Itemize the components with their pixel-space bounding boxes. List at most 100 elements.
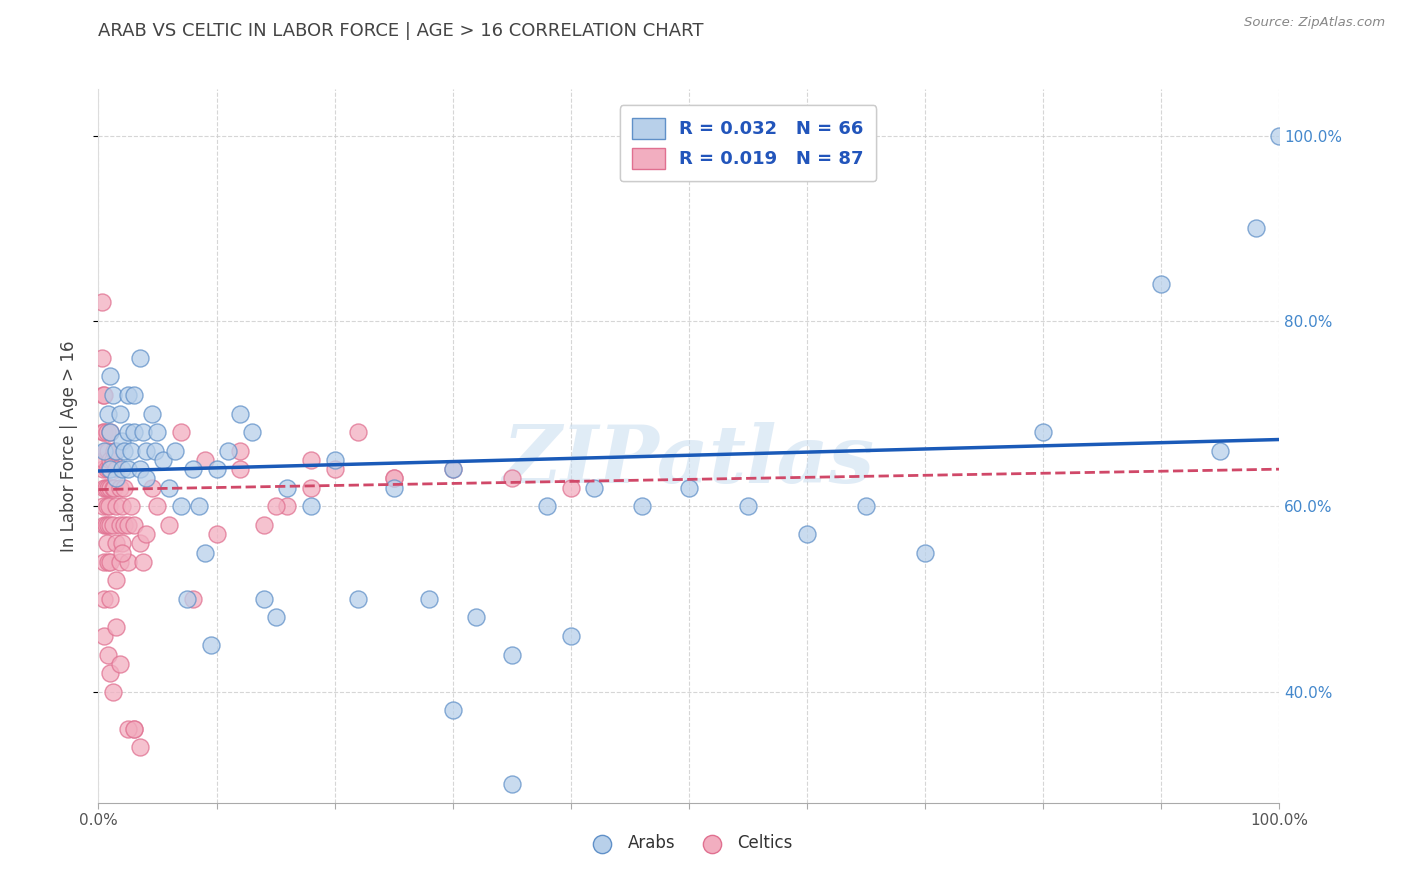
Point (105, 500, 128, 514)
Point (97, 407, 120, 421)
Point (98, 425, 121, 439)
Point (108, 657, 131, 671)
Point (117, 462, 139, 476)
Point (117, 517, 139, 532)
Point (105, 574, 128, 588)
Point (441, 462, 464, 476)
Point (103, 481, 125, 495)
Point (229, 462, 252, 476)
Point (141, 481, 163, 495)
Point (98, 462, 121, 476)
Point (97, 648, 120, 662)
Point (276, 500, 298, 514)
Point (253, 517, 276, 532)
Point (1150, 277, 1173, 291)
Point (111, 545, 134, 559)
Point (501, 777, 523, 791)
Point (194, 545, 217, 559)
Point (157, 481, 180, 495)
Point (112, 517, 135, 532)
Point (560, 629, 582, 643)
Point (264, 500, 287, 514)
Point (93, 555, 115, 569)
Point (96, 536, 118, 550)
Point (101, 481, 124, 495)
Text: Source: ZipAtlas.com: Source: ZipAtlas.com (1244, 16, 1385, 29)
Point (112, 481, 135, 495)
Point (94, 481, 117, 495)
Point (347, 591, 370, 606)
Point (96, 500, 118, 514)
Point (1032, 425, 1054, 439)
Point (101, 517, 124, 532)
Point (737, 500, 759, 514)
Point (276, 481, 298, 495)
Point (143, 443, 166, 458)
Point (93, 388, 115, 402)
Point (122, 388, 145, 402)
Point (93, 481, 115, 495)
Point (112, 443, 135, 458)
Point (200, 638, 222, 652)
Point (181, 462, 204, 476)
Point (121, 500, 143, 514)
Point (122, 722, 145, 736)
Point (111, 536, 134, 550)
Point (205, 527, 228, 541)
Point (194, 453, 217, 467)
Point (97, 443, 120, 458)
Point (105, 462, 128, 476)
Point (382, 481, 405, 495)
Point (122, 722, 145, 736)
Point (465, 610, 488, 624)
Point (117, 388, 139, 402)
Point (108, 555, 131, 569)
Point (128, 462, 150, 476)
Point (347, 425, 370, 439)
Point (128, 536, 150, 550)
Point (98, 481, 121, 495)
Point (105, 471, 128, 485)
Point (1268, 128, 1291, 143)
Text: ZIPatlas: ZIPatlas (503, 422, 875, 499)
Point (91, 462, 114, 476)
Point (536, 500, 558, 514)
Point (796, 527, 818, 541)
Point (93, 453, 115, 467)
Point (170, 425, 193, 439)
Point (94, 443, 117, 458)
Point (101, 453, 124, 467)
Point (176, 591, 198, 606)
Point (91, 500, 114, 514)
Point (1209, 443, 1232, 458)
Point (105, 443, 128, 458)
Point (264, 610, 287, 624)
Point (98, 591, 121, 606)
Point (299, 500, 322, 514)
Point (98, 369, 121, 384)
Point (121, 443, 143, 458)
Point (630, 500, 652, 514)
Y-axis label: In Labor Force | Age > 16: In Labor Force | Age > 16 (59, 340, 77, 552)
Point (205, 462, 228, 476)
Point (170, 500, 193, 514)
Point (441, 462, 464, 476)
Point (108, 517, 131, 532)
Text: ARAB VS CELTIC IN LABOR FORCE | AGE > 16 CORRELATION CHART: ARAB VS CELTIC IN LABOR FORCE | AGE > 16… (98, 22, 704, 40)
Point (105, 620, 128, 634)
Point (93, 425, 115, 439)
Point (97, 517, 120, 532)
Point (323, 462, 346, 476)
Point (146, 500, 169, 514)
Point (165, 443, 187, 458)
Point (93, 517, 115, 532)
Point (111, 434, 134, 449)
Point (98, 555, 121, 569)
Point (97, 555, 120, 569)
Point (97, 481, 120, 495)
Point (441, 703, 464, 717)
Point (128, 740, 150, 755)
Point (117, 555, 139, 569)
Point (299, 481, 322, 495)
Point (141, 407, 163, 421)
